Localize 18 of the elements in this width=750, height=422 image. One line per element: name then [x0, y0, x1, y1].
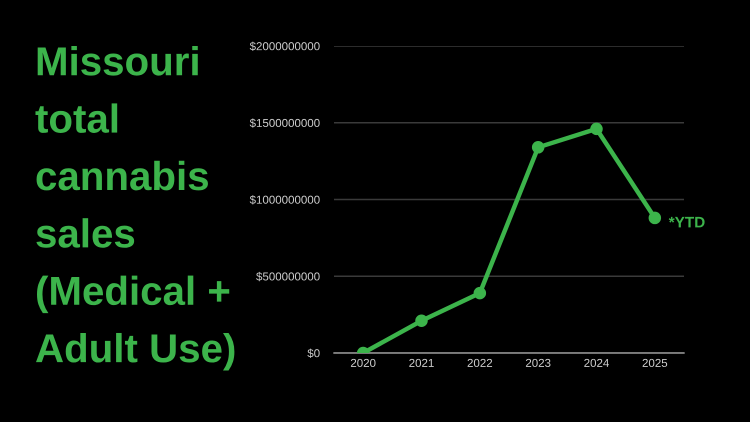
x-tick-label: 2023 [526, 358, 550, 368]
text: Missouri total cannabis sales (Medical + Adult Use) [35, 46, 234, 371]
x-tick-label: 2025 [642, 358, 668, 368]
x-tick-label: 2024 [584, 358, 609, 368]
point [532, 141, 544, 154]
x-tick-label: 2022 [468, 358, 492, 368]
y-tick-label: $0 [307, 348, 320, 358]
y-tick-label: $1000000000 [250, 195, 320, 204]
x-tick-label: 2021 [409, 358, 434, 368]
point [590, 122, 603, 136]
y-tick-label: $500000000 [256, 272, 320, 282]
y-tick-label: $2000000000 [250, 42, 320, 51]
point [415, 314, 428, 328]
y-tick-label: $1500000000 [250, 118, 320, 128]
x-tick-label: 2020 [350, 358, 376, 368]
annotation: *YTD [668, 216, 705, 228]
point [648, 212, 662, 224]
point [474, 286, 486, 300]
